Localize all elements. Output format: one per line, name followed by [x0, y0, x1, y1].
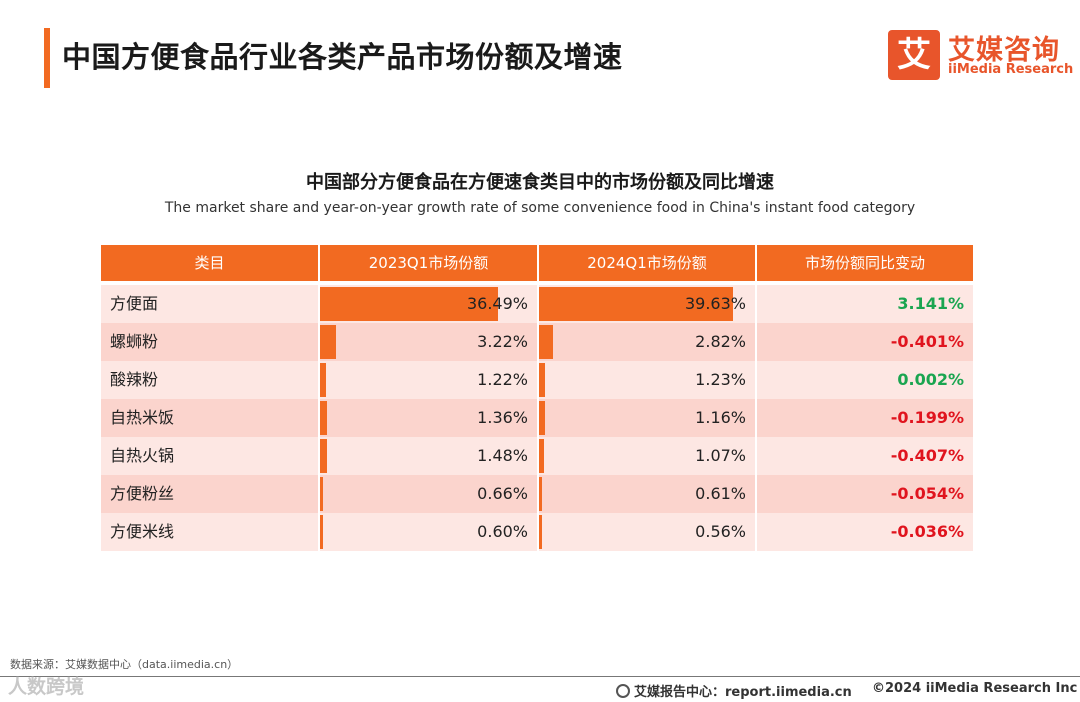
- share-2024-bar: [539, 477, 542, 511]
- category-cell: 酸辣粉: [101, 361, 318, 399]
- table-row: 方便面 36.49% 39.63% 3.141%: [101, 285, 973, 323]
- share-2023-value: 3.22%: [477, 332, 528, 351]
- change-cell: -0.036%: [757, 513, 973, 551]
- change-cell: -0.199%: [757, 399, 973, 437]
- logo-name-en: iiMedia Research: [948, 62, 1074, 77]
- change-value: -0.401%: [890, 332, 964, 351]
- category-cell: 方便粉丝: [101, 475, 318, 513]
- share-2023-bar: [320, 287, 499, 321]
- share-2024-cell: 39.63%: [539, 285, 755, 323]
- share-2023-bar: [320, 515, 323, 549]
- table-row: 自热米饭 1.36% 1.16% -0.199%: [101, 399, 973, 437]
- share-2023-cell: 1.36%: [320, 399, 537, 437]
- share-2023-cell: 0.66%: [320, 475, 537, 513]
- share-2024-cell: 1.16%: [539, 399, 755, 437]
- title-accent-bar: [44, 28, 50, 88]
- share-2024-bar: [539, 439, 545, 473]
- table-row: 螺蛳粉 3.22% 2.82% -0.401%: [101, 323, 973, 361]
- change-value: 3.141%: [897, 294, 964, 313]
- change-value: -0.054%: [890, 484, 964, 503]
- page-title: 中国方便食品行业各类产品市场份额及增速: [62, 40, 623, 74]
- category-cell: 方便米线: [101, 513, 318, 551]
- share-2023-value: 0.60%: [477, 522, 528, 541]
- share-2023-bar: [320, 439, 328, 473]
- share-2024-value: 0.61%: [695, 484, 746, 503]
- share-2023-bar: [320, 401, 327, 435]
- share-2024-value: 1.23%: [695, 370, 746, 389]
- share-2023-value: 1.22%: [477, 370, 528, 389]
- change-cell: 3.141%: [757, 285, 973, 323]
- share-2024-value: 1.16%: [695, 408, 746, 427]
- change-cell: -0.401%: [757, 323, 973, 361]
- share-2024-cell: 0.56%: [539, 513, 755, 551]
- chart-subtitle: The market share and year-on-year growth…: [164, 200, 916, 216]
- share-2023-bar: [320, 477, 324, 511]
- share-2023-cell: 36.49%: [320, 285, 537, 323]
- footer-report-text: 艾媒报告中心：report.iimedia.cn: [634, 685, 852, 700]
- market-share-table: 类目 2023Q1市场份额 2024Q1市场份额 市场份额同比变动 方便面 36.…: [101, 245, 973, 551]
- footer-divider: [0, 676, 1080, 677]
- table-row: 方便米线 0.60% 0.56% -0.036%: [101, 513, 973, 551]
- share-2024-bar: [539, 515, 542, 549]
- change-cell: -0.407%: [757, 437, 973, 475]
- table-body: 方便面 36.49% 39.63% 3.141% 螺蛳粉 3.22% 2.82% -0.401…: [101, 285, 973, 551]
- header-category: 类目: [101, 245, 318, 281]
- share-2023-bar: [320, 363, 326, 397]
- share-2024-cell: 2.82%: [539, 323, 755, 361]
- table-row: 酸辣粉 1.22% 1.23% 0.002%: [101, 361, 973, 399]
- share-2024-bar: [539, 401, 545, 435]
- logo-name-cn: 艾媒咨询: [948, 35, 1060, 66]
- watermark: 人数跨境: [8, 676, 85, 698]
- share-2024-bar: [539, 363, 545, 397]
- category-cell: 自热火锅: [101, 437, 318, 475]
- category-cell: 自热米饭: [101, 399, 318, 437]
- table-header-row: 类目 2023Q1市场份额 2024Q1市场份额 市场份额同比变动: [101, 245, 973, 281]
- header-change: 市场份额同比变动: [757, 245, 973, 281]
- data-source: 数据来源：艾媒数据中心（data.iimedia.cn）: [10, 658, 239, 671]
- share-2024-bar: [539, 325, 553, 359]
- change-value: -0.199%: [890, 408, 964, 427]
- change-value: -0.036%: [890, 522, 964, 541]
- change-value: -0.407%: [890, 446, 964, 465]
- share-2023-value: 1.36%: [477, 408, 528, 427]
- share-2023-cell: 3.22%: [320, 323, 537, 361]
- share-2023-value: 36.49%: [466, 294, 528, 313]
- share-2023-cell: 1.22%: [320, 361, 537, 399]
- change-cell: -0.054%: [757, 475, 973, 513]
- iimedia-logo: 艾 艾媒咨询 iiMedia Research: [888, 30, 1073, 82]
- chart-title: 中国部分方便食品在方便速食类目中的市场份额及同比增速: [306, 172, 774, 193]
- share-2023-value: 0.66%: [477, 484, 528, 503]
- table-row: 方便粉丝 0.66% 0.61% -0.054%: [101, 475, 973, 513]
- share-2024-value: 0.56%: [695, 522, 746, 541]
- header-share-2024: 2024Q1市场份额: [539, 245, 755, 281]
- footer-report-link[interactable]: 艾媒报告中心：report.iimedia.cn: [616, 681, 852, 700]
- footer-copyright: ©2024 iiMedia Research Inc: [872, 681, 1078, 696]
- header-share-2023: 2023Q1市场份额: [320, 245, 537, 281]
- share-2023-value: 1.48%: [477, 446, 528, 465]
- share-2024-cell: 1.07%: [539, 437, 755, 475]
- category-cell: 螺蛳粉: [101, 323, 318, 361]
- share-2024-cell: 0.61%: [539, 475, 755, 513]
- change-value: 0.002%: [897, 370, 964, 389]
- share-2023-cell: 0.60%: [320, 513, 537, 551]
- share-2024-value: 1.07%: [695, 446, 746, 465]
- share-2023-bar: [320, 325, 336, 359]
- share-2023-cell: 1.48%: [320, 437, 537, 475]
- category-cell: 方便面: [101, 285, 318, 323]
- share-2024-value: 39.63%: [684, 294, 746, 313]
- share-2024-bar: [539, 287, 733, 321]
- share-2024-cell: 1.23%: [539, 361, 755, 399]
- change-cell: 0.002%: [757, 361, 973, 399]
- globe-icon: [616, 684, 630, 698]
- share-2024-value: 2.82%: [695, 332, 746, 351]
- table-row: 自热火锅 1.48% 1.07% -0.407%: [101, 437, 973, 475]
- logo-mark: 艾: [888, 30, 940, 80]
